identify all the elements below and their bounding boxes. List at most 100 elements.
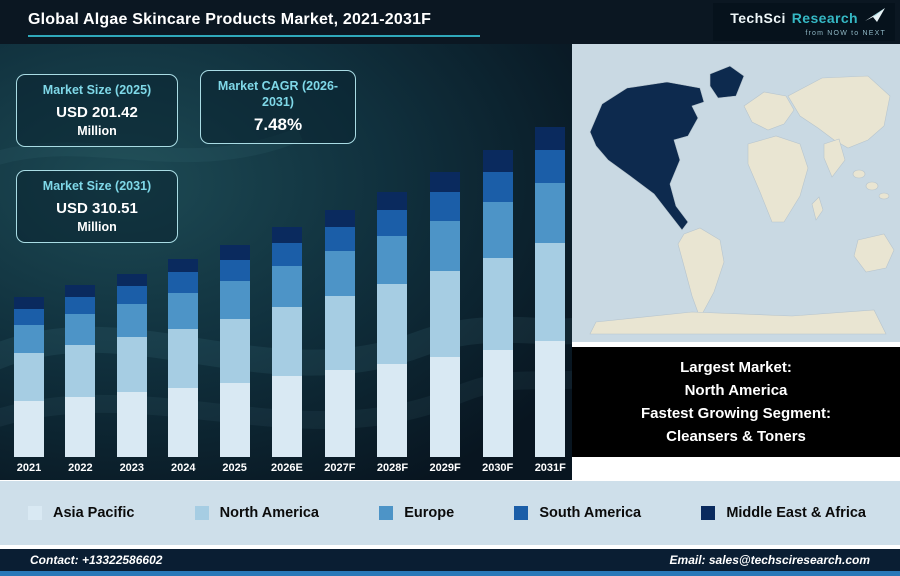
map-region-island bbox=[865, 181, 879, 191]
legend-label: South America bbox=[539, 505, 642, 521]
bar-2022 bbox=[65, 285, 96, 457]
bar-segment-middle-east-africa bbox=[430, 171, 461, 192]
legend-swatch bbox=[194, 506, 209, 520]
map-region-australia bbox=[853, 233, 895, 273]
world-map bbox=[572, 44, 900, 342]
bar-segment-south-america bbox=[482, 171, 513, 203]
callout-line: Cleansers & Toners bbox=[666, 428, 806, 446]
bar-segment-asia-pacific bbox=[535, 341, 566, 457]
bar-segment-asia-pacific bbox=[219, 382, 250, 457]
bar-2025 bbox=[219, 244, 250, 457]
bar-2031F bbox=[535, 127, 566, 457]
bar-column-2031F: 2031F bbox=[535, 127, 566, 474]
bar-segment-asia-pacific bbox=[271, 376, 302, 457]
contact-phone: Contact: +13322586602 bbox=[30, 553, 163, 567]
bar-segment-south-america bbox=[271, 242, 302, 267]
bar-segment-north-america bbox=[168, 328, 199, 388]
bar-segment-asia-pacific bbox=[116, 392, 147, 457]
bar-chart: 2021 2022 2023 2024 2025 2026E 2027F 2028F 2029F… bbox=[14, 127, 566, 474]
bar-segment-south-america bbox=[168, 272, 199, 293]
bar-segment-south-america bbox=[116, 286, 147, 305]
map-region-greenland bbox=[709, 65, 745, 99]
bar-segment-middle-east-africa bbox=[535, 127, 566, 151]
bar-segment-north-america bbox=[535, 242, 566, 342]
bar-segment-middle-east-africa bbox=[116, 273, 147, 287]
map-region-north-america bbox=[589, 81, 705, 231]
bar-segment-asia-pacific bbox=[482, 349, 513, 457]
bar-2028F bbox=[377, 191, 408, 457]
map-region-asia bbox=[787, 75, 891, 149]
x-axis-label-2025: 2025 bbox=[222, 462, 247, 474]
bar-segment-europe bbox=[271, 266, 302, 308]
bar-segment-europe bbox=[482, 202, 513, 258]
legend-label: North America bbox=[219, 505, 319, 521]
stat-box-market-size-2031: Market Size (2031) USD 310.51 Million bbox=[16, 170, 178, 243]
logo-secondary-text: Research bbox=[791, 9, 858, 26]
bar-segment-middle-east-africa bbox=[324, 209, 355, 227]
bar-column-2030F: 2030F bbox=[482, 150, 513, 474]
bar-segment-north-america bbox=[14, 353, 44, 401]
legend-swatch bbox=[514, 506, 529, 520]
stat-value: USD 310.51 bbox=[56, 199, 138, 217]
x-axis-label-2027F: 2027F bbox=[324, 462, 356, 474]
map-region-island bbox=[852, 169, 866, 179]
logo-row: TechSci Research bbox=[722, 7, 886, 28]
x-axis-label-2028F: 2028F bbox=[376, 462, 409, 474]
bar-segment-asia-pacific bbox=[65, 396, 96, 457]
chart-panel: Market Size (2025) USD 201.42 Million Ma… bbox=[0, 44, 572, 480]
bar-segment-europe bbox=[377, 236, 408, 285]
legend-label: Asia Pacific bbox=[53, 505, 135, 521]
stat-value: 7.48% bbox=[253, 115, 303, 135]
bar-2023 bbox=[116, 273, 147, 457]
legend-item-europe: Europe bbox=[379, 505, 454, 521]
x-axis-label-2023: 2023 bbox=[119, 462, 145, 474]
x-axis-label-2024: 2024 bbox=[170, 462, 196, 474]
bar-segment-north-america bbox=[324, 295, 355, 370]
bar-segment-europe bbox=[430, 220, 461, 272]
legend-label: Middle East & Africa bbox=[726, 505, 866, 521]
page-title: Global Algae Skincare Products Market, 2… bbox=[28, 11, 432, 28]
contact-email: Email: sales@techsciresearch.com bbox=[669, 553, 870, 567]
bar-segment-europe bbox=[219, 280, 250, 320]
bar-column-2029F: 2029F bbox=[429, 171, 461, 474]
bar-column-2023: 2023 bbox=[116, 273, 147, 474]
map-region-island bbox=[878, 192, 890, 200]
bar-2027F bbox=[324, 209, 355, 457]
bar-segment-north-america bbox=[430, 271, 461, 358]
bar-column-2021: 2021 bbox=[14, 296, 44, 474]
bar-2026E bbox=[271, 226, 302, 457]
bar-segment-south-america bbox=[65, 296, 96, 314]
stat-label: Market CAGR (2026-2031) bbox=[217, 79, 339, 109]
bar-segment-north-america bbox=[116, 337, 147, 393]
bar-column-2025: 2025 bbox=[219, 244, 250, 474]
bar-2024 bbox=[168, 258, 199, 457]
bar-column-2028F: 2028F bbox=[376, 191, 409, 474]
stat-value: USD 201.42 bbox=[56, 103, 138, 121]
bar-segment-asia-pacific bbox=[324, 370, 355, 457]
x-axis-label-2021: 2021 bbox=[16, 462, 42, 474]
legend-item-asia-pacific: Asia Pacific bbox=[28, 505, 134, 521]
bar-segment-asia-pacific bbox=[377, 363, 408, 457]
bar-segment-middle-east-africa bbox=[271, 226, 302, 243]
bar-segment-north-america bbox=[377, 284, 408, 364]
bar-segment-north-america bbox=[482, 257, 513, 350]
stat-unit: Million bbox=[77, 219, 117, 234]
legend-label: Europe bbox=[404, 505, 455, 521]
title-underline bbox=[28, 35, 480, 37]
bar-segment-north-america bbox=[65, 344, 96, 397]
market-callout-box: Largest Market: North America Fastest Gr… bbox=[572, 347, 900, 457]
legend-item-south-america: South America bbox=[514, 505, 641, 521]
map-region-africa bbox=[747, 135, 809, 223]
logo-tagline: from NOW to NEXT bbox=[805, 30, 886, 37]
stat-label: Market Size (2025) bbox=[42, 83, 152, 97]
x-axis-label-2031F: 2031F bbox=[534, 462, 566, 474]
x-axis-label-2029F: 2029F bbox=[429, 462, 461, 474]
x-axis-label-2030F: 2030F bbox=[482, 462, 514, 474]
bar-column-2024: 2024 bbox=[168, 258, 199, 474]
bar-segment-europe bbox=[168, 292, 199, 329]
bar-segment-middle-east-africa bbox=[65, 285, 96, 297]
legend-swatch bbox=[28, 506, 42, 520]
bar-segment-south-america bbox=[535, 150, 566, 184]
bar-column-2027F: 2027F bbox=[324, 209, 356, 474]
header-bar: Global Algae Skincare Products Market, 2… bbox=[0, 0, 900, 44]
